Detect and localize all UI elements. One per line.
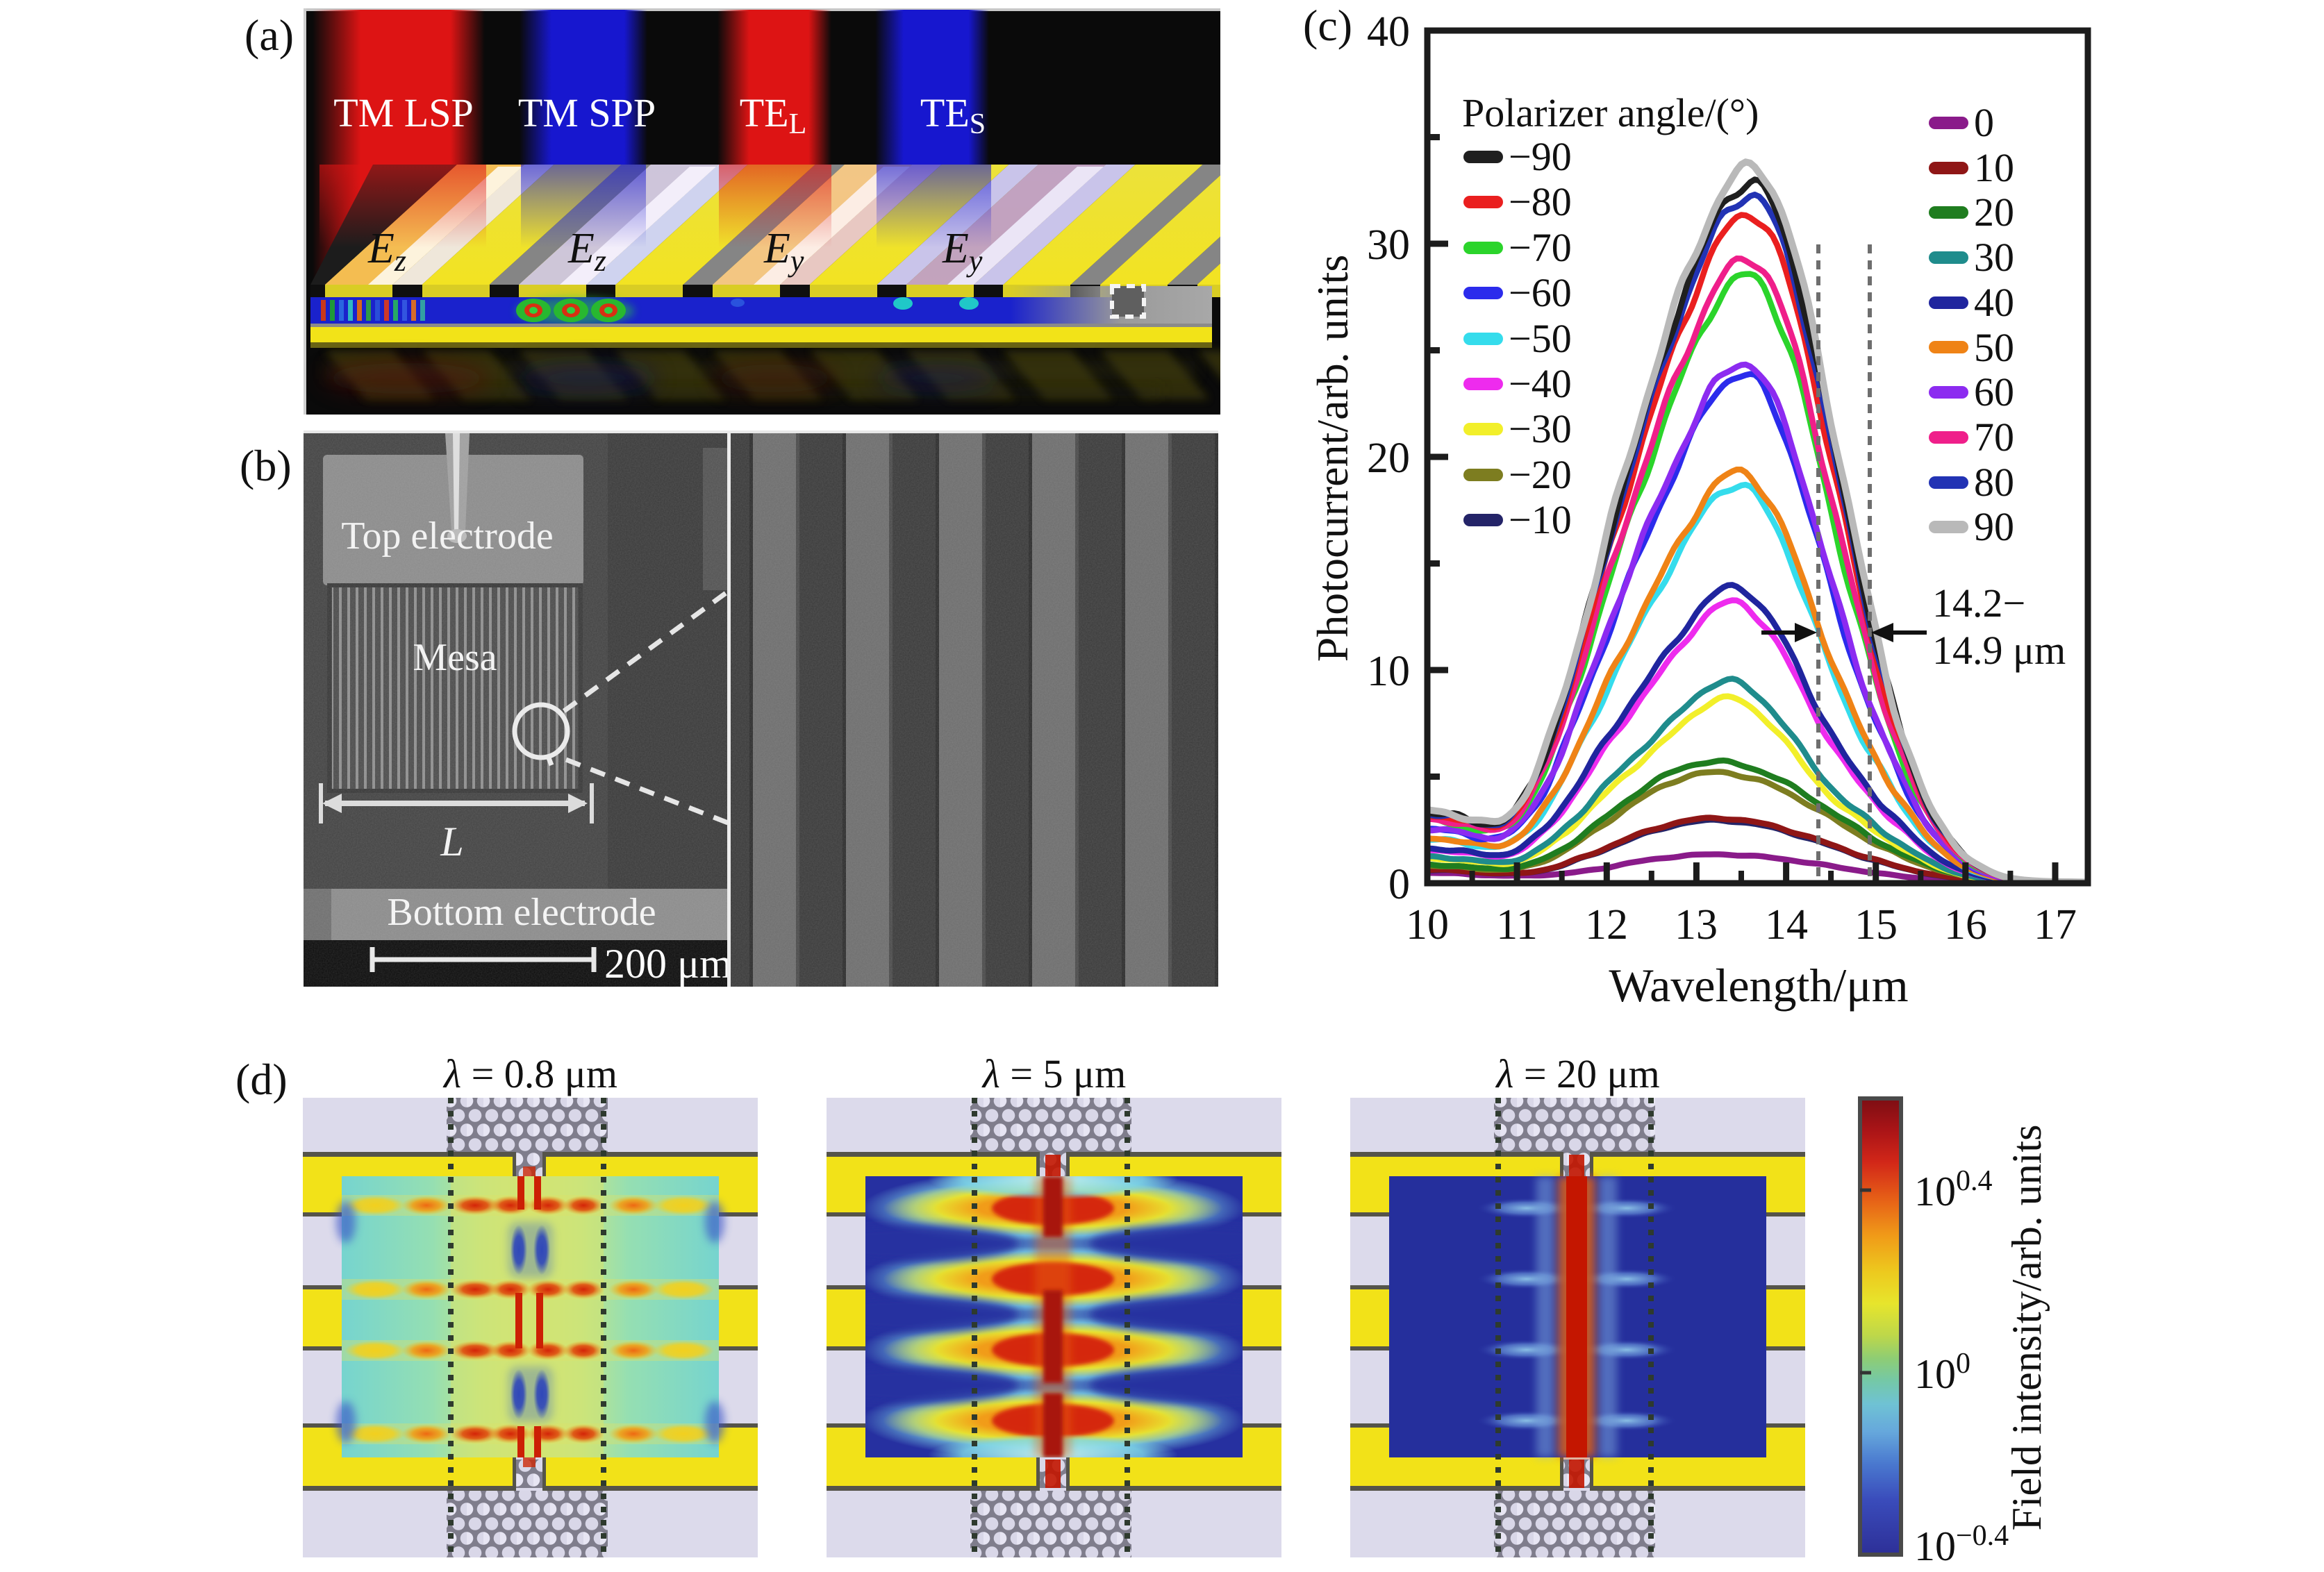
svg-text:30: 30	[1367, 221, 1410, 269]
svg-text:10: 10	[1406, 901, 1449, 948]
svg-text:12: 12	[1585, 901, 1628, 948]
svg-text:(a): (a)	[244, 10, 294, 60]
svg-text:14.9 μm: 14.9 μm	[1932, 628, 2066, 673]
svg-text:40: 40	[1974, 280, 2014, 325]
svg-text:70: 70	[1974, 415, 2014, 460]
svg-text:13: 13	[1675, 901, 1718, 948]
svg-text:−40: −40	[1509, 361, 1572, 406]
svg-text:Photocurrent/arb. units: Photocurrent/arb. units	[1308, 255, 1357, 662]
svg-text:30: 30	[1974, 235, 2014, 280]
svg-text:0: 0	[1974, 100, 1994, 145]
svg-text:40: 40	[1367, 8, 1410, 56]
svg-text:20: 20	[1367, 435, 1410, 482]
svg-text:−70: −70	[1509, 225, 1572, 270]
svg-text:0: 0	[1388, 861, 1410, 908]
svg-text:TM LSP: TM LSP	[333, 90, 473, 135]
svg-text:90: 90	[1974, 504, 2014, 549]
svg-text:50: 50	[1974, 325, 2014, 370]
svg-text:10: 10	[1974, 145, 2014, 190]
svg-text:−80: −80	[1509, 179, 1572, 224]
svg-text:11: 11	[1496, 901, 1538, 948]
svg-text:λ = 20 μm: λ = 20 μm	[1495, 1051, 1660, 1096]
svg-text:−60: −60	[1509, 270, 1572, 315]
svg-text:Polarizer angle/(°): Polarizer angle/(°)	[1462, 90, 1759, 135]
svg-text:−50: −50	[1509, 316, 1572, 361]
svg-text:Ez: Ez	[567, 225, 606, 278]
svg-text:(d): (d)	[235, 1055, 288, 1104]
svg-text:−10: −10	[1509, 497, 1572, 542]
svg-text:−90: −90	[1509, 134, 1572, 179]
svg-text:−20: −20	[1509, 452, 1572, 497]
svg-text:60: 60	[1974, 369, 2014, 415]
svg-text:15: 15	[1854, 901, 1898, 948]
svg-text:(c): (c)	[1303, 1, 1352, 50]
svg-text:λ = 5 μm: λ = 5 μm	[981, 1051, 1127, 1096]
svg-text:80: 80	[1974, 460, 2014, 505]
svg-text:TM SPP: TM SPP	[518, 90, 656, 135]
svg-text:Field intensity/arb. units: Field intensity/arb. units	[2004, 1125, 2050, 1531]
svg-text:(b): (b)	[240, 441, 292, 490]
svg-text:20: 20	[1974, 190, 2014, 235]
svg-text:14: 14	[1765, 901, 1808, 948]
svg-text:10: 10	[1367, 648, 1410, 695]
svg-text:Wavelength/μm: Wavelength/μm	[1609, 959, 1908, 1012]
svg-text:17: 17	[2034, 901, 2077, 948]
svg-text:16: 16	[1944, 901, 1987, 948]
svg-text:14.2−: 14.2−	[1932, 580, 2025, 626]
svg-text:Ey: Ey	[942, 225, 983, 278]
svg-text:Ez: Ez	[367, 225, 406, 278]
svg-text:λ = 0.8 μm: λ = 0.8 μm	[442, 1051, 617, 1096]
svg-text:−30: −30	[1509, 406, 1572, 451]
